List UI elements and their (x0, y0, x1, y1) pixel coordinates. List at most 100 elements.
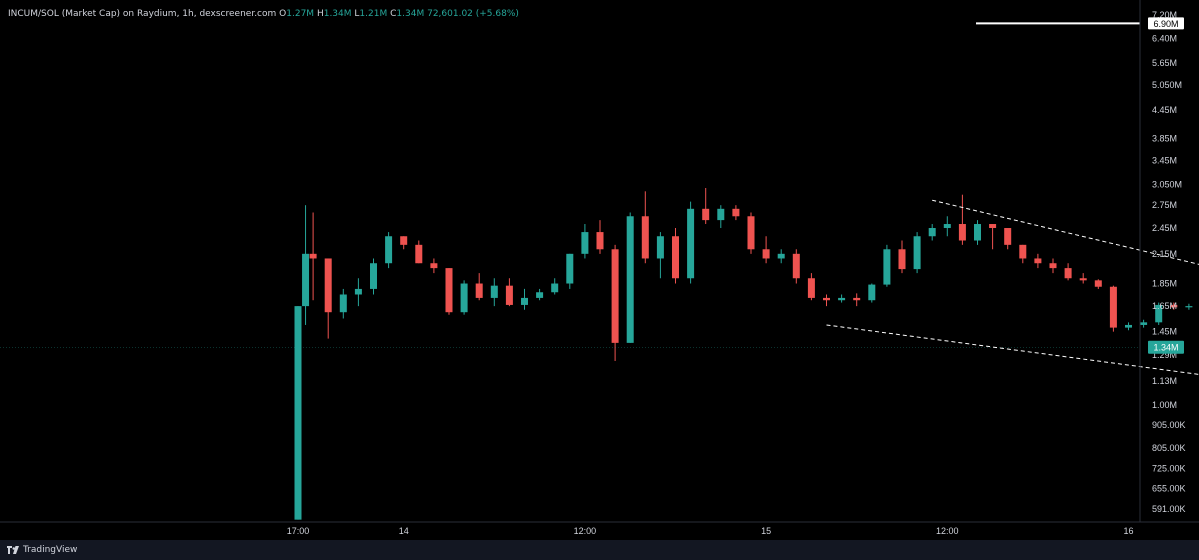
current-price-tag (1148, 340, 1184, 354)
candle-body (974, 224, 981, 241)
y-tick-label: 725.00K (1152, 464, 1186, 474)
candle-body (732, 208, 740, 217)
y-tick-label: 905.00K (1152, 420, 1186, 430)
candle-body (1019, 244, 1027, 259)
candle (1140, 319, 1148, 328)
y-tick-label: 1.45M (1152, 327, 1177, 337)
y-tick-label: 1.00M (1152, 400, 1177, 410)
candle-body (505, 285, 513, 305)
candle-body (898, 249, 906, 270)
candle (551, 278, 559, 295)
candle (777, 249, 785, 264)
candle (656, 232, 664, 279)
candle-body (777, 253, 785, 259)
candle-body (354, 288, 362, 295)
footer-bar: TradingView (0, 540, 1199, 560)
candle-body (415, 244, 423, 264)
candle-body (521, 297, 528, 305)
candle (989, 224, 997, 250)
tradingview-logo[interactable]: TradingView (7, 545, 77, 555)
candle (641, 191, 649, 264)
y-tick-label: 2.45M (1152, 223, 1177, 233)
candle (1079, 273, 1087, 284)
candle-body (460, 283, 468, 313)
candle-body (626, 216, 634, 343)
candle (868, 283, 876, 303)
x-tick-label: 17:00 (287, 526, 310, 536)
symbol-title: INCUM/SOL (Market Cap) on Raydium, 1h, d… (8, 9, 277, 19)
candle-body (762, 249, 770, 259)
candle-body (687, 208, 695, 279)
candle-body (1125, 324, 1132, 328)
candle-body (823, 297, 830, 301)
candle-body (490, 285, 498, 298)
y-tick-label: 3.050M (1152, 180, 1182, 190)
candle (1034, 253, 1042, 269)
candle-body (302, 253, 310, 307)
candle (717, 205, 725, 229)
lower-trend-line (826, 324, 1199, 375)
candle-body (324, 258, 332, 313)
candle-body (596, 232, 604, 250)
price-chart[interactable]: 7.20M 6.40M 5.65M 5.050M 4.45M 3.85M 3.45M 3.05… (0, 0, 1199, 540)
y-tick-label: 591.00K (1152, 504, 1186, 514)
y-tick-label: 3.45M (1152, 155, 1177, 165)
y-tick-label: 805.00K (1152, 443, 1186, 453)
x-tick-label: 12:00 (574, 526, 597, 536)
drawings-layer (0, 22, 1199, 375)
close-label: C (390, 9, 397, 19)
candle-body (913, 236, 921, 270)
candle-body (747, 216, 755, 250)
candle (943, 216, 951, 237)
candle (1125, 322, 1132, 331)
candle-body (868, 284, 876, 301)
y-tick-label: 5.65M (1152, 58, 1177, 68)
low-label: L (354, 9, 360, 19)
candle (762, 236, 770, 264)
candle (566, 253, 574, 289)
candle-body (475, 283, 483, 298)
x-tick-label: 12:00 (936, 526, 959, 536)
candle (687, 201, 695, 284)
candle-body (1004, 228, 1012, 245)
candle (807, 273, 815, 301)
y-tick-label: 2.15M (1152, 249, 1177, 259)
candle-body (581, 232, 589, 254)
y-tick-label: 2.75M (1152, 200, 1177, 210)
candle (1004, 228, 1012, 250)
x-tick-label: 14 (399, 526, 409, 536)
candle (1155, 302, 1163, 325)
x-tick-label: 15 (761, 526, 771, 536)
candle (1170, 302, 1178, 310)
candle (883, 244, 891, 287)
candle (958, 194, 966, 245)
candle (702, 187, 710, 225)
candle-body (339, 294, 347, 313)
candle-body (883, 249, 891, 285)
tradingview-logo-icon (7, 546, 19, 554)
candle-body (672, 236, 679, 279)
candle (928, 224, 936, 241)
candle-body (1064, 268, 1072, 279)
x-tick-label: 16 (1123, 526, 1133, 536)
candle (1064, 263, 1072, 281)
candle (460, 280, 468, 315)
candle (309, 212, 317, 301)
y-tick-label: 1.65M (1152, 301, 1177, 311)
y-tick-label: 4.45M (1152, 105, 1177, 115)
y-tick-label: 5.050M (1152, 80, 1182, 90)
candle-body (958, 224, 966, 241)
y-tick-label: 1.29M (1152, 350, 1177, 360)
target-price-tag (1148, 17, 1184, 30)
candle-body (943, 224, 951, 229)
candle (596, 220, 604, 254)
y-tick-label: 1.13M (1152, 376, 1177, 386)
candle-body (989, 224, 997, 229)
candle-body (1170, 304, 1178, 308)
candle-body (1049, 263, 1057, 269)
candle (581, 224, 589, 259)
y-tick-label: 1.85M (1152, 279, 1177, 289)
candle-body (1034, 258, 1042, 264)
candle (1185, 303, 1193, 310)
candle-body (536, 292, 544, 298)
